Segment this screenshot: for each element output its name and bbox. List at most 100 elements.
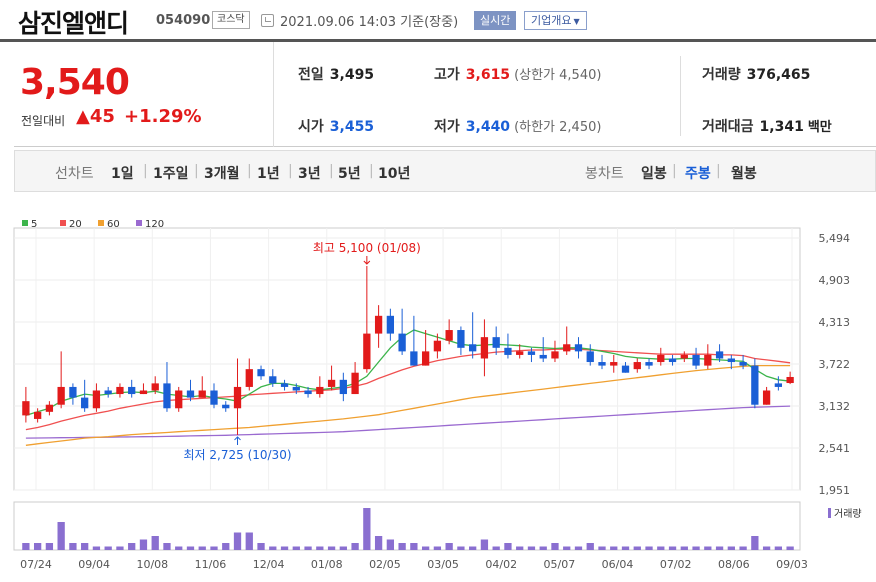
volume-bar	[175, 546, 183, 550]
tab-3years[interactable]: 3년	[298, 166, 321, 182]
volume-bar	[774, 546, 783, 550]
volume-bar	[139, 539, 148, 550]
volume-legend-swatch	[828, 508, 831, 518]
volume-bar	[269, 546, 277, 550]
volume-bar	[457, 546, 465, 550]
volume-legend-label: 거래량	[834, 508, 862, 520]
x-tick-label: 05/07	[544, 558, 576, 571]
low-price: 저가 3,440 (하한가 2,450)	[434, 116, 601, 136]
candle-body	[457, 330, 465, 348]
volume-bar	[104, 546, 112, 550]
tab-3months[interactable]: 3개월	[204, 166, 240, 182]
candle-body	[410, 351, 418, 366]
candle-body	[316, 386, 324, 395]
prev-close-value: 3,495	[329, 67, 375, 83]
volume-bar	[786, 546, 794, 550]
volume-bar	[751, 536, 759, 550]
tab-separator: |	[672, 163, 677, 179]
change-label: 전일대비	[21, 114, 66, 128]
legend-swatch	[136, 220, 142, 226]
volume-bar	[680, 546, 688, 550]
realtime-button[interactable]: 실시간	[474, 11, 517, 30]
x-tick-label: 10/08	[136, 558, 168, 571]
amount-stat: 거래대금 1,341 백만	[702, 116, 832, 136]
price-chart: 5,494 4,903 4,313 3,722 3,132 2,541 1,951 07/24…	[13, 219, 862, 571]
y-tick-label: 5,494	[819, 232, 851, 245]
candle-body	[715, 351, 724, 359]
y-tick-label: 4,903	[819, 274, 851, 287]
period-tabs: 선차트 1일 | 1주일 | 3개월 | 1년 | 3년 | 5년 | 10년 …	[14, 150, 876, 192]
x-tick-label: 08/06	[718, 558, 750, 571]
candle-body	[421, 351, 430, 366]
ma20-line	[25, 348, 791, 431]
candle-body	[139, 390, 148, 395]
divider	[273, 42, 274, 147]
volume-stat: 거래량 376,465	[702, 64, 810, 84]
volume-bar	[245, 532, 253, 550]
volume-bar	[45, 543, 54, 550]
legend-swatch	[22, 220, 28, 226]
candle-body	[151, 383, 159, 391]
open-label: 시가	[298, 119, 324, 135]
tab-separator: |	[143, 163, 148, 179]
volume-value: 376,465	[746, 67, 811, 83]
volume-bar	[469, 546, 477, 550]
candle-body	[198, 390, 206, 398]
tab-10years[interactable]: 10년	[378, 166, 411, 182]
volume-bar	[186, 546, 195, 550]
legend-swatch	[60, 220, 66, 226]
candle-body	[504, 347, 512, 355]
volume-bar	[386, 539, 395, 550]
company-overview-label: 기업개요	[531, 14, 572, 27]
candle-body	[551, 351, 559, 359]
candle-body	[527, 351, 536, 355]
candle-body	[57, 386, 65, 405]
tab-1year[interactable]: 1년	[257, 166, 280, 182]
volume-bar	[316, 546, 324, 550]
volume-bar	[551, 543, 559, 550]
candle-chart-group-label: 봉차트	[585, 166, 624, 182]
candle-body	[480, 337, 489, 359]
candle-body	[233, 386, 242, 409]
high-label: 고가	[434, 67, 460, 83]
legend-label: 120	[145, 219, 164, 230]
high-price: 고가 3,615 (상한가 4,540)	[434, 64, 601, 84]
candle-body	[292, 386, 300, 391]
candle-body	[574, 344, 583, 352]
company-overview-dropdown[interactable]: 기업개요 ▼	[524, 11, 587, 30]
volume-bar	[69, 543, 77, 550]
volume-bar	[715, 546, 724, 550]
tab-monthly[interactable]: 월봉	[731, 166, 757, 182]
candle-body	[81, 397, 89, 409]
candle-body	[469, 344, 477, 352]
low-label: 저가	[434, 119, 460, 135]
volume-bar	[527, 546, 536, 550]
min-arrow	[234, 436, 241, 445]
x-tick-label: 07/02	[660, 558, 692, 571]
tab-5years[interactable]: 5년	[338, 166, 361, 182]
volume-bar	[33, 543, 42, 550]
change-percent: +1.29%	[124, 106, 202, 127]
tab-weekly[interactable]: 주봉	[685, 166, 711, 182]
tab-1week[interactable]: 1주일	[153, 166, 189, 182]
legend-swatch	[98, 220, 104, 226]
x-tick-label: 01/08	[311, 558, 343, 571]
tab-1day[interactable]: 1일	[111, 166, 134, 182]
amount-value: 1,341	[759, 119, 804, 135]
volume-bar	[22, 543, 30, 550]
volume-bar	[292, 546, 300, 550]
volume-bar	[410, 543, 418, 550]
candle-body	[398, 333, 406, 352]
candle-body	[610, 362, 618, 366]
candle-body	[69, 386, 77, 398]
candle-body	[739, 362, 747, 366]
volume-bar	[233, 532, 242, 550]
volume-bar	[163, 543, 171, 550]
legend-label: 60	[107, 219, 120, 230]
candle-body	[751, 365, 759, 405]
x-tick-label: 12/04	[253, 558, 285, 571]
tab-daily[interactable]: 일봉	[641, 166, 667, 182]
x-tick-label: 06/04	[602, 558, 634, 571]
candle-body	[186, 390, 195, 398]
